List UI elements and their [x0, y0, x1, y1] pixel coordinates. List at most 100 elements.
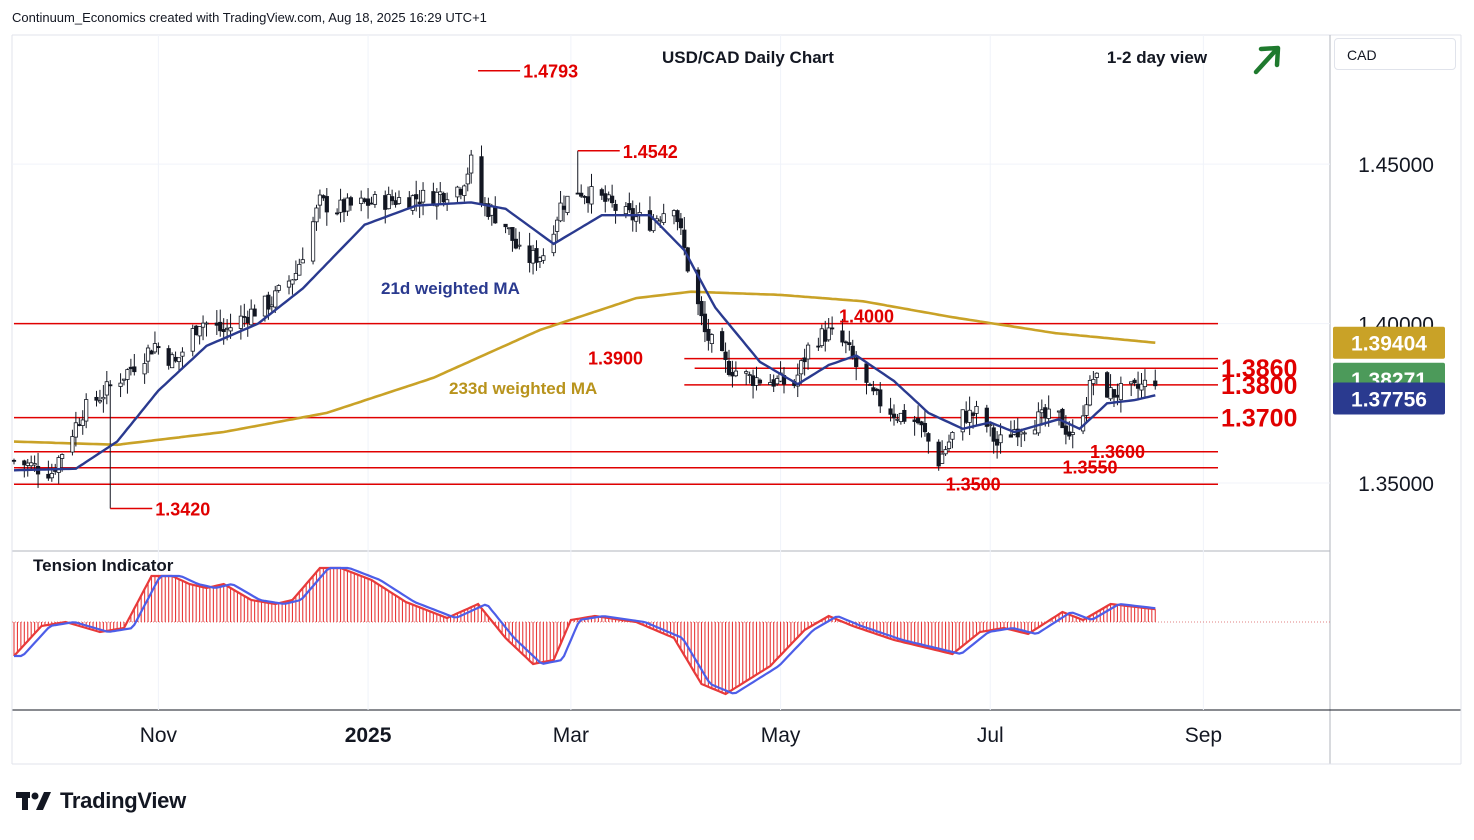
candle-body [915, 418, 921, 424]
candle-body [1135, 383, 1141, 389]
candle-body [266, 294, 271, 310]
candle-body [695, 269, 701, 305]
candle-body [204, 322, 209, 325]
candle-body [816, 345, 821, 348]
candle-body [1008, 434, 1013, 438]
candle-body [1132, 379, 1137, 384]
candle-body [80, 419, 85, 426]
candle-body [561, 205, 567, 210]
peak-label: 1.4542 [623, 142, 678, 162]
candle-body [946, 441, 952, 449]
ma21-badge [1333, 382, 1445, 415]
candle-body [149, 350, 154, 355]
tradingview-footer[interactable]: TradingView [16, 788, 186, 814]
candle-body [46, 473, 51, 479]
candle-body [623, 206, 628, 215]
ma233-badge [1333, 326, 1445, 359]
candle-body [513, 238, 518, 249]
ma21-value: 1.37756 [1351, 389, 1427, 412]
candle-body [438, 191, 443, 196]
candle-body [252, 308, 257, 317]
y-tick-label: 1.45000 [1358, 154, 1434, 177]
candle-body [867, 384, 873, 386]
candle-body [661, 213, 666, 223]
candle-body [142, 363, 147, 375]
candle-body [369, 202, 374, 205]
candle-body [1036, 411, 1041, 434]
candle-body [156, 346, 161, 349]
candle-body [826, 327, 831, 341]
candle-body [726, 361, 732, 375]
candle-body [324, 196, 329, 213]
candle-body [530, 249, 536, 264]
candle-body [589, 186, 594, 205]
candle-body [537, 257, 543, 262]
candle-body [321, 195, 326, 199]
candle-body [262, 295, 268, 317]
candle-body [407, 197, 412, 209]
tension-indicator [12, 566, 1330, 696]
candlesticks [11, 145, 1158, 509]
candle-body [465, 173, 470, 185]
candle-body [878, 389, 883, 407]
candle-body [121, 378, 127, 381]
candle-body [603, 193, 608, 202]
candle-body [682, 229, 687, 249]
candle-body [871, 387, 876, 392]
candle-body [362, 198, 367, 202]
candle-body [771, 379, 776, 387]
candle-body [314, 207, 319, 223]
ma233-line [13, 290, 1156, 447]
candle-body [479, 156, 484, 204]
chart-attribution: Continuum_Economics created with Trading… [12, 10, 487, 25]
candle-body [300, 259, 305, 264]
level-label: 1.4000 [839, 307, 894, 327]
candle-body [125, 369, 130, 380]
candle-body [49, 473, 54, 479]
candle-body [709, 334, 714, 345]
candle-body [1105, 372, 1110, 398]
candle-body [902, 409, 907, 422]
candle-body [170, 354, 175, 369]
candle-body [895, 418, 900, 421]
chart-frame [11, 34, 1462, 765]
candle-body [348, 197, 353, 206]
candle-body [998, 434, 1003, 444]
candle-body [493, 206, 498, 224]
candle-body [1070, 432, 1075, 435]
candle-body [276, 285, 281, 291]
candle-body [1039, 409, 1044, 414]
candle-body [757, 379, 763, 384]
currency-selector[interactable]: CAD [1334, 38, 1456, 70]
candle-body [25, 462, 30, 466]
candle-body [950, 432, 955, 440]
candle-body [101, 396, 106, 400]
level-label: 1.3550 [1062, 458, 1117, 478]
x-tick-label: Jul [977, 724, 1004, 747]
candle-body [874, 388, 879, 391]
level-label: 1.3600 [1090, 442, 1145, 462]
candle-body [197, 326, 202, 337]
candle-body [799, 360, 804, 375]
candle-body [118, 382, 123, 387]
candle-body [991, 427, 996, 442]
candle-body [166, 348, 171, 366]
candle-body [317, 194, 323, 206]
candle-body [1084, 404, 1089, 416]
indicator-slow-line [14, 566, 1156, 695]
candle-body [29, 462, 34, 467]
candle-body [489, 206, 494, 216]
x-tick-label: May [761, 724, 801, 747]
ma21-path [13, 201, 1156, 472]
candle-body [104, 381, 109, 396]
candle-body [390, 196, 395, 202]
candle-body [671, 210, 677, 217]
candle-body [396, 197, 402, 204]
arrow-up-right-icon [1253, 45, 1281, 75]
candle-body [297, 263, 302, 276]
candle-body [173, 356, 178, 362]
candle-body [702, 313, 708, 333]
candle-body [1118, 383, 1123, 401]
candle-body [988, 424, 993, 427]
